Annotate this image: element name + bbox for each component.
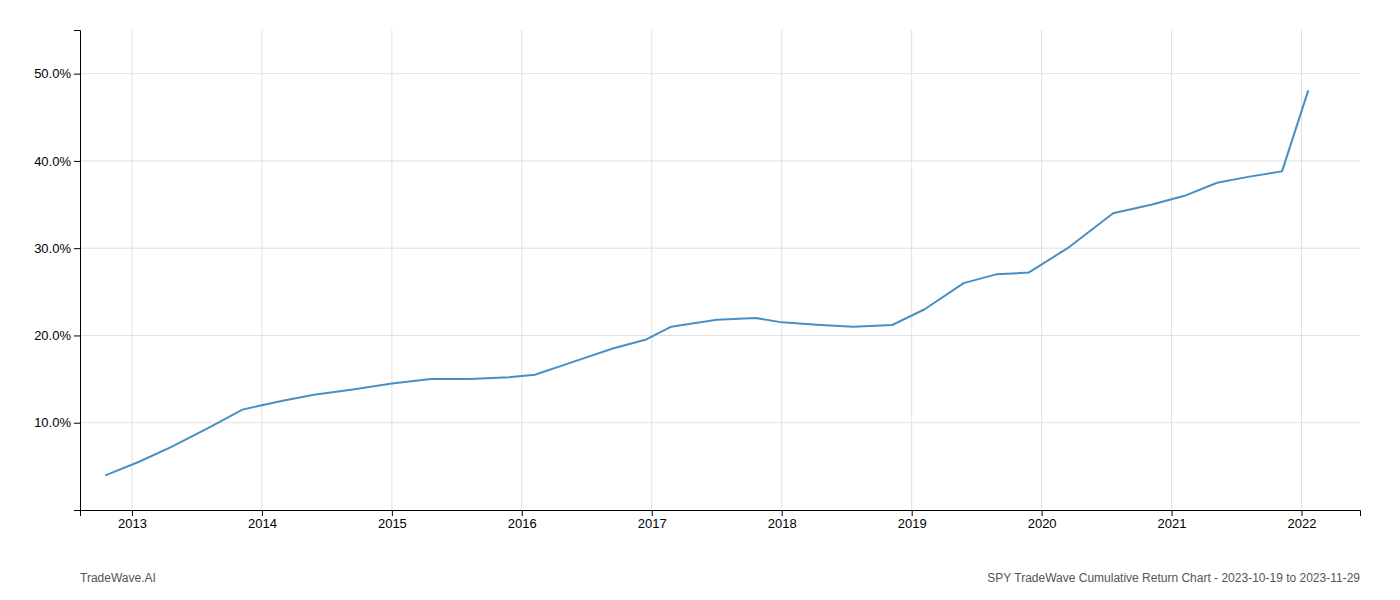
y-tick: 20.0% (34, 328, 80, 343)
grid-line-x (1171, 30, 1172, 510)
annotation: SPY TradeWave Cumulative Return Chart - … (987, 571, 1360, 585)
x-tick-label: 2014 (248, 516, 277, 531)
x-tick-label: 2017 (638, 516, 667, 531)
x-axis-line (81, 511, 1361, 517)
x-tick-mark (1302, 510, 1303, 516)
x-tick-mark (392, 510, 393, 516)
y-axis-line (74, 31, 81, 511)
grid (80, 30, 1360, 510)
grid-line-x (781, 30, 782, 510)
x-tick-label: 2021 (1158, 516, 1187, 531)
x-tick-label: 2022 (1288, 516, 1317, 531)
x-tick-mark (132, 510, 133, 516)
x-tick-mark (1172, 510, 1173, 516)
x-tick-mark (652, 510, 653, 516)
grid-line-y (80, 73, 1360, 74)
y-tick-mark (74, 335, 80, 336)
grid-line-x (391, 30, 392, 510)
y-tick-label: 40.0% (34, 154, 71, 169)
y-tick: 30.0% (34, 241, 80, 256)
grid-line-x (1041, 30, 1042, 510)
x-tick-label: 2016 (508, 516, 537, 531)
x-tick: 2015 (378, 510, 407, 531)
grid-line-x (131, 30, 132, 510)
y-tick: 50.0% (34, 66, 80, 81)
line (106, 91, 1308, 475)
x-tick: 2019 (898, 510, 927, 531)
x-tick-label: 2013 (118, 516, 147, 531)
x-tick: 2014 (248, 510, 277, 531)
x-tick-label: 2019 (898, 516, 927, 531)
y-tick-label: 30.0% (34, 241, 71, 256)
annotation: TradeWave.AI (80, 571, 156, 585)
y-axis: 10.0% 20.0% 30.0% 40.0% 50.0% (34, 31, 80, 511)
x-tick: 2013 (118, 510, 147, 531)
x-tick-label: 2018 (768, 516, 797, 531)
y-tick-label: 20.0% (34, 328, 71, 343)
x-tick: 2018 (768, 510, 797, 531)
grid-line-x (911, 30, 912, 510)
x-tick-label: 2020 (1028, 516, 1057, 531)
chart: 2013 2014 2015 2016 2017 2018 2019 2020 2021 2022… (0, 0, 1400, 600)
y-tick: 10.0% (34, 415, 80, 430)
y-tick-mark (74, 423, 80, 424)
x-tick: 2022 (1288, 510, 1317, 531)
x-tick: 2017 (638, 510, 667, 531)
x-tick-mark (522, 510, 523, 516)
x-tick-label: 2015 (378, 516, 407, 531)
grid-line-y (80, 248, 1360, 249)
y-tick-mark (74, 248, 80, 249)
x-tick: 2020 (1028, 510, 1057, 531)
y-tick-label: 50.0% (34, 66, 71, 81)
plot-area (106, 91, 1308, 475)
y-tick-label: 10.0% (34, 415, 71, 430)
y-tick: 40.0% (34, 154, 80, 169)
grid-line-x (1301, 30, 1302, 510)
x-tick-mark (912, 510, 913, 516)
x-tick: 2016 (508, 510, 537, 531)
grid-line-x (651, 30, 652, 510)
x-axis: 2013 2014 2015 2016 2017 2018 2019 2020 2021 2022 (81, 510, 1361, 531)
grid-line-x (261, 30, 262, 510)
grid-line-x (521, 30, 522, 510)
x-tick-mark (262, 510, 263, 516)
x-tick-mark (1042, 510, 1043, 516)
x-tick-mark (782, 510, 783, 516)
y-tick-mark (74, 74, 80, 75)
grid-line-y (80, 160, 1360, 161)
y-tick-mark (74, 161, 80, 162)
x-tick: 2021 (1158, 510, 1187, 531)
grid-line-y (80, 335, 1360, 336)
grid-line-y (80, 422, 1360, 423)
